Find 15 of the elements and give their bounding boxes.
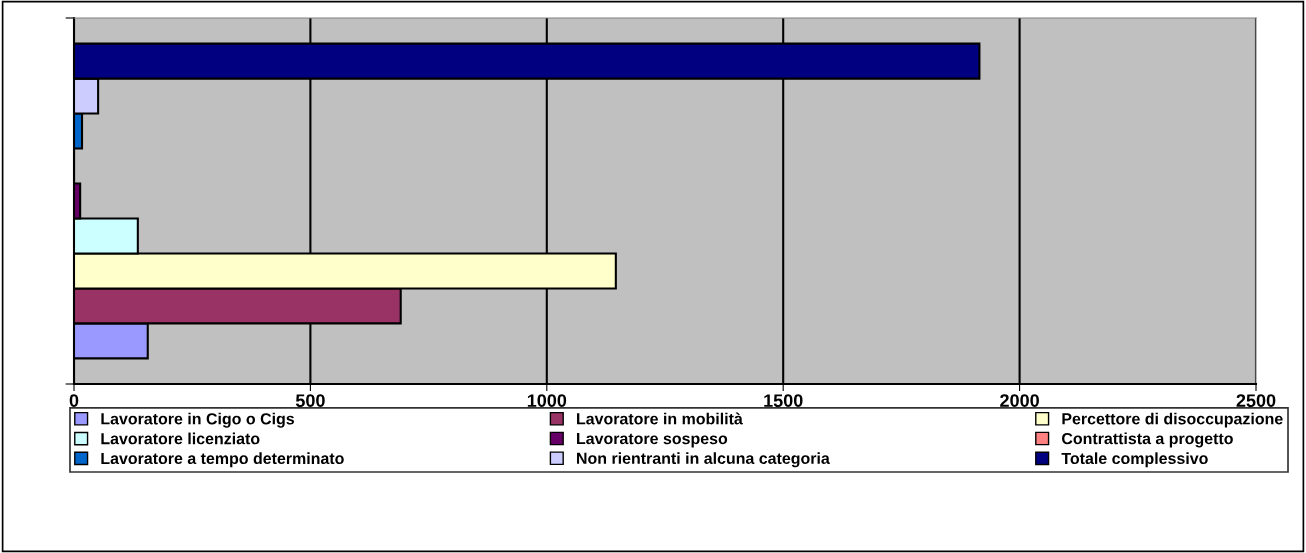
x-tick-label: 0 bbox=[69, 394, 79, 407]
x-tick-label: 1500 bbox=[764, 394, 803, 407]
legend-label: Lavoratore in mobilità bbox=[577, 412, 743, 425]
legend-label: Totale complessivo bbox=[1061, 452, 1208, 468]
legend-label: Percettore di disoccupazione bbox=[1062, 412, 1283, 428]
legend-label: Lavoratore licenziato bbox=[101, 432, 260, 445]
x-tick-label: 2000 bbox=[1000, 394, 1039, 407]
x-tick-label: 500 bbox=[295, 394, 325, 407]
legend-label: Contrattista a progetto bbox=[1062, 432, 1233, 448]
legend-label: Lavoratore in Cigo o Cigs bbox=[101, 412, 295, 428]
legend-label: Lavoratore sospeso bbox=[577, 433, 728, 448]
legend-label: Non rientranti in alcuna categoria bbox=[577, 452, 830, 468]
x-tick-label: 1000 bbox=[527, 394, 567, 407]
legend-label: Lavoratore a tempo determinato bbox=[101, 452, 344, 468]
x-tick-label: 2500 bbox=[1236, 394, 1276, 407]
